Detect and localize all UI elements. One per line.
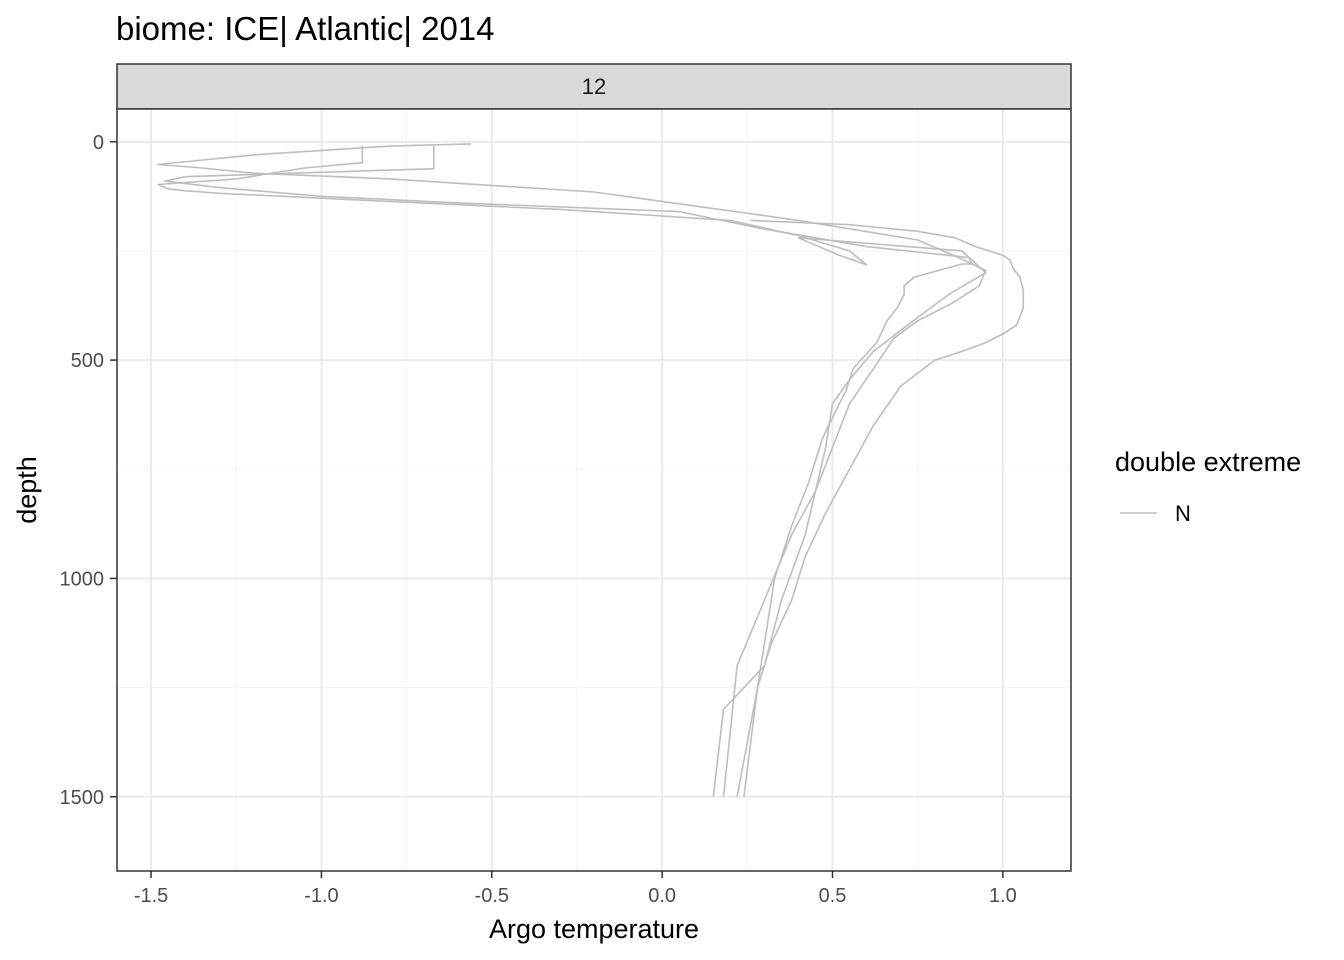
x-tick-label: 0.0: [648, 885, 676, 907]
legend-title: double extreme: [1115, 447, 1301, 477]
y-tick-label: 500: [71, 350, 104, 372]
x-axis: -1.5 -1.0 -0.5 0.0 0.5 1.0: [134, 871, 1017, 907]
series-layer: [157, 143, 1025, 797]
plot-panel: [117, 109, 1071, 871]
legend: double extreme N: [1115, 447, 1301, 526]
x-tick-label: 1.0: [989, 885, 1017, 907]
legend-entry-label: N: [1175, 501, 1191, 526]
y-tick-label: 0: [93, 132, 104, 154]
chart-title: biome: ICE| Atlantic| 2014: [116, 10, 495, 47]
facet-strip: [116, 63, 1072, 110]
y-axis: 0 500 1000 1500: [60, 132, 117, 809]
facet-strip-label: 12: [582, 74, 606, 99]
x-tick-label: -1.5: [134, 885, 168, 907]
x-axis-title: Argo temperature: [489, 914, 699, 944]
profile-line-4: [736, 219, 1025, 797]
x-tick-label: -0.5: [475, 885, 509, 907]
x-tick-label: 0.5: [819, 885, 847, 907]
y-tick-label: 1000: [60, 568, 105, 590]
y-tick-label: 1500: [60, 787, 105, 809]
y-axis-title: depth: [12, 456, 42, 524]
panel-border: [116, 108, 1072, 872]
x-tick-label: -1.0: [304, 885, 338, 907]
profile-line-3: [163, 146, 974, 797]
profile-line-2: [157, 143, 987, 797]
